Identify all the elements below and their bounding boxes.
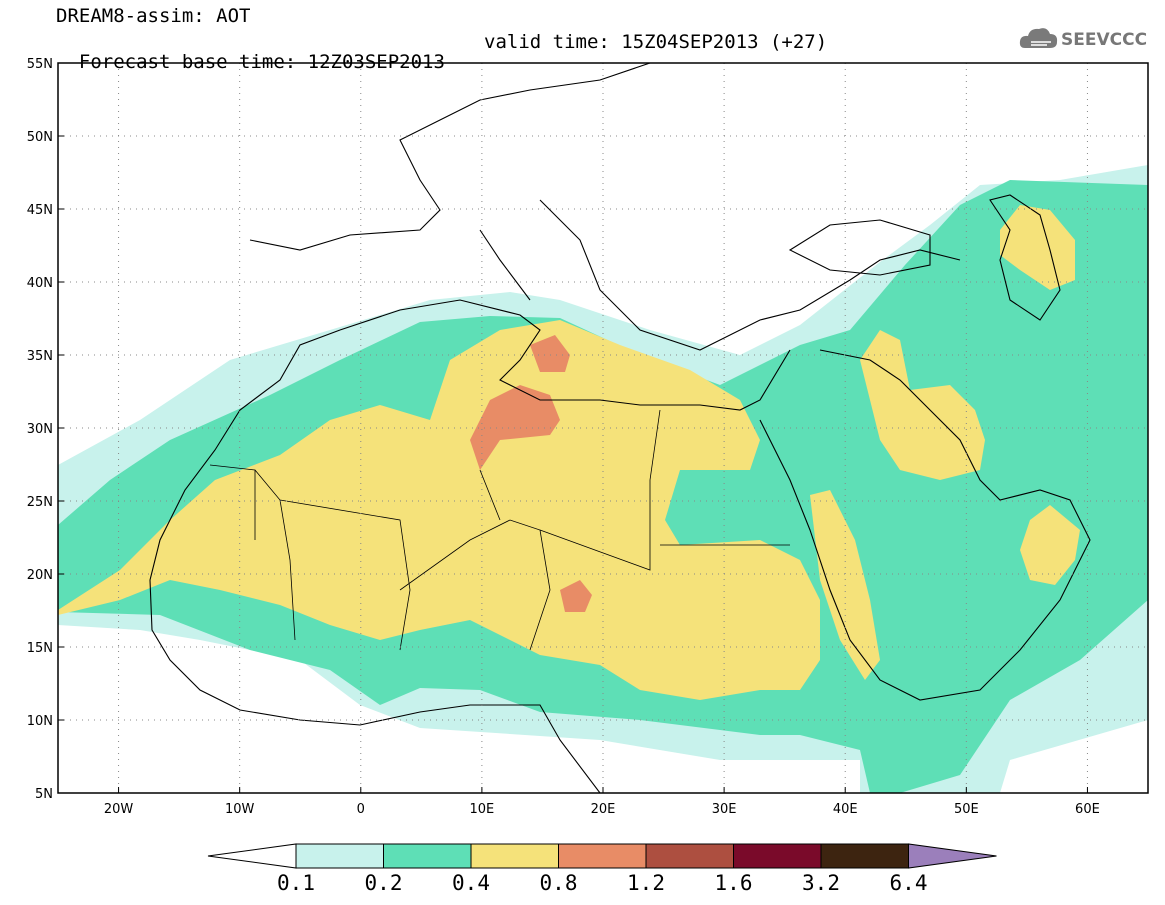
colorbar-swatch [470,843,559,869]
lon-tick-label: 40E [833,802,858,817]
valid-time-label: valid time: 15Z04SEP2013 (+27) [484,31,828,53]
colorbar-label: 3.2 [802,871,840,895]
aot-band-0.4-oman [1020,505,1080,585]
colorbar-under-triangle [207,843,297,869]
lon-tick-label: 10W [225,802,255,817]
lat-tick-label: 10N [27,714,53,729]
colorbar-label: 6.4 [890,871,928,895]
colorbar-label: 0.2 [365,871,403,895]
lat-tick-label: 5N [35,787,53,802]
colorbar-swatch [383,843,472,869]
colorbar-label: 0.4 [452,871,490,895]
lon-tick-label: 20E [591,802,616,817]
colorbar-swatch [558,843,647,869]
aot-band-0.8-chad [560,580,592,612]
lat-tick-label: 20N [27,568,53,583]
aot-band-0.4-arabia [860,330,985,480]
lon-tick-label: 30E [712,802,737,817]
colorbar-swatch [733,843,822,869]
colorbar-swatch [820,843,909,869]
logo-text: SEEVCCC [1061,30,1148,50]
lat-tick-label: 55N [27,57,53,72]
lon-tick-label: 10E [470,802,495,817]
coastline-europe [249,63,961,351]
coastline-africa [149,329,601,793]
colorbar-label: 0.1 [277,871,315,895]
aot-band-0.4-caspian [1000,205,1075,290]
colorbar-over-triangle [908,843,997,869]
border-lines [209,409,790,651]
lon-tick-label: 0 [357,802,365,817]
lat-tick-label: 45N [27,203,53,218]
lat-tick-label: 30N [27,422,53,437]
coastline-redsea [759,349,1091,701]
colorbar-swatch [295,843,384,869]
colorbar-label: 1.6 [715,871,753,895]
aot-band-0.4 [58,320,820,700]
colorbar-label: 1.2 [627,871,665,895]
lat-tick-label: 15N [27,641,53,656]
colorbar-swatch [645,843,734,869]
lon-tick-label: 20W [104,802,134,817]
colorbar-label: 0.8 [540,871,578,895]
coastline-blacksea [788,219,931,276]
lat-tick-label: 50N [27,130,53,145]
map-subtitle: Forecast base time: 12Z03SEP2013 valid t… [56,32,827,92]
coastline-mediterranean [339,299,791,411]
lat-tick-label: 25N [27,495,53,510]
lon-tick-label: 50E [954,802,979,817]
aot-band-0.8-tunisia [530,335,570,372]
lat-tick-label: 35N [27,349,53,364]
coastline-caspian [989,194,1061,321]
map-title: DREAM8-assim: AOT [56,5,251,27]
cloud-icon [1019,28,1058,48]
lat-tick-label: 40N [27,276,53,291]
base-time-label: Forecast base time: 12Z03SEP2013 [78,51,445,73]
lon-tick-label: 60E [1075,802,1100,817]
